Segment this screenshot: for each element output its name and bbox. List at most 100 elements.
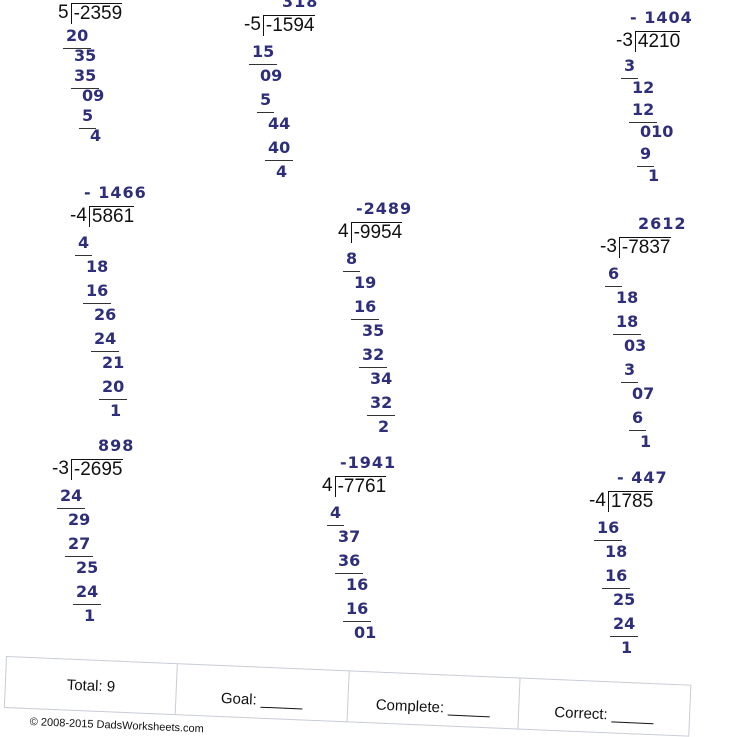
work-step: 1 bbox=[648, 166, 660, 185]
work-step: 37 bbox=[338, 527, 361, 546]
quotient: - 1404 bbox=[630, 8, 693, 27]
work-step: 5 bbox=[256, 90, 275, 113]
divisor: -5 bbox=[244, 14, 261, 35]
dividend: -2695 bbox=[70, 459, 123, 480]
work-step: 21 bbox=[102, 353, 125, 372]
work-step: 07 bbox=[632, 384, 655, 403]
divisor: 5 bbox=[58, 2, 69, 23]
work-step: 09 bbox=[260, 66, 283, 85]
work-step: 16 bbox=[593, 518, 623, 541]
work-step: 18 bbox=[612, 312, 642, 335]
work-step: 03 bbox=[624, 336, 647, 355]
dividend: 1785 bbox=[607, 491, 654, 512]
work-step: 16 bbox=[601, 566, 631, 589]
divisor: -3 bbox=[616, 30, 633, 51]
division-bracket: 4 -9954 bbox=[338, 221, 403, 243]
total-cell: Total: 9 bbox=[4, 657, 179, 715]
dividend: -7837 bbox=[618, 237, 671, 258]
work-step: 12 bbox=[632, 78, 655, 97]
quotient: 2612 bbox=[638, 214, 687, 233]
division-bracket: -4 1785 bbox=[589, 490, 654, 512]
work-step: 1 bbox=[621, 638, 633, 657]
quotient: -2489 bbox=[356, 199, 413, 218]
work-step: 3 bbox=[620, 360, 639, 383]
divisor: -3 bbox=[600, 236, 617, 257]
division-bracket: -3 4210 bbox=[616, 30, 681, 52]
work-step: 3 bbox=[620, 56, 639, 79]
work-step: 36 bbox=[334, 551, 364, 574]
work-step: 16 bbox=[342, 599, 372, 622]
work-step: 34 bbox=[370, 369, 393, 388]
work-step: 20 bbox=[98, 377, 128, 400]
division-bracket: -4 5861 bbox=[70, 205, 135, 227]
work-step: 32 bbox=[358, 345, 388, 368]
work-step: 6 bbox=[628, 408, 647, 431]
work-step: 8 bbox=[342, 249, 361, 272]
divisor: -4 bbox=[589, 490, 606, 511]
correct-cell: Correct: _____ bbox=[554, 703, 654, 725]
dividend: -7761 bbox=[334, 476, 387, 497]
division-bracket: 5 -2359 bbox=[58, 2, 123, 24]
work-step: 24 bbox=[609, 614, 639, 637]
work-step: 26 bbox=[94, 305, 117, 324]
dividend: -9954 bbox=[350, 222, 403, 243]
work-step: 09 bbox=[82, 86, 105, 105]
work-step: 24 bbox=[56, 486, 86, 509]
work-step: 9 bbox=[636, 144, 655, 167]
division-bracket: -3 -7837 bbox=[600, 236, 671, 258]
division-bracket: 4 -7761 bbox=[322, 475, 387, 497]
division-bracket: -5 -1594 bbox=[244, 14, 315, 36]
work-step: 1 bbox=[640, 432, 652, 451]
work-step: 1 bbox=[110, 401, 122, 420]
work-step: 40 bbox=[264, 138, 294, 161]
work-step: 25 bbox=[76, 558, 99, 577]
work-step: 32 bbox=[366, 393, 396, 416]
work-step: 16 bbox=[82, 281, 112, 304]
work-step: 4 bbox=[90, 126, 102, 145]
work-step: 20 bbox=[62, 26, 92, 49]
quotient: 318 bbox=[282, 0, 319, 11]
work-step: 18 bbox=[616, 288, 639, 307]
work-step: 18 bbox=[605, 542, 628, 561]
work-step: 44 bbox=[268, 114, 291, 133]
work-step: 24 bbox=[72, 582, 102, 605]
work-step: 12 bbox=[628, 100, 658, 123]
quotient: - 447 bbox=[617, 468, 668, 487]
work-step: 35 bbox=[362, 321, 385, 340]
goal-cell: Goal: _____ bbox=[175, 664, 350, 722]
work-step: 01 bbox=[354, 623, 377, 642]
work-step: 4 bbox=[326, 503, 345, 526]
work-step: 19 bbox=[354, 273, 377, 292]
complete-cell: Complete: _____ bbox=[347, 671, 521, 729]
work-step: 16 bbox=[350, 297, 380, 320]
work-step: 35 bbox=[74, 46, 97, 65]
dividend: -2359 bbox=[70, 3, 123, 24]
dividend: -1594 bbox=[262, 15, 315, 36]
work-step: 25 bbox=[613, 590, 636, 609]
work-step: 2 bbox=[378, 417, 390, 436]
work-step: 5 bbox=[78, 106, 97, 129]
work-step: 15 bbox=[248, 42, 278, 65]
work-step: 27 bbox=[64, 534, 94, 557]
work-step: 16 bbox=[346, 575, 369, 594]
work-step: 6 bbox=[604, 264, 623, 287]
work-step: 24 bbox=[90, 329, 120, 352]
divisor: -3 bbox=[52, 458, 69, 479]
work-step: 29 bbox=[68, 510, 91, 529]
work-step: 4 bbox=[74, 233, 93, 256]
dividend: 4210 bbox=[634, 31, 681, 52]
divisor: 4 bbox=[338, 221, 349, 242]
copyright: © 2008-2015 DadsWorksheets.com bbox=[29, 716, 205, 736]
work-step: 18 bbox=[86, 257, 109, 276]
work-step: 1 bbox=[84, 606, 96, 625]
work-step: 010 bbox=[640, 122, 674, 141]
divisor: -4 bbox=[70, 205, 87, 226]
division-bracket: -3 -2695 bbox=[52, 458, 123, 480]
quotient: -1941 bbox=[340, 453, 397, 472]
work-step: 35 bbox=[70, 66, 100, 89]
work-step: 4 bbox=[276, 162, 288, 181]
divisor: 4 bbox=[322, 475, 333, 496]
dividend: 5861 bbox=[88, 206, 135, 227]
quotient: - 1466 bbox=[84, 183, 147, 202]
quotient: 898 bbox=[98, 436, 135, 455]
